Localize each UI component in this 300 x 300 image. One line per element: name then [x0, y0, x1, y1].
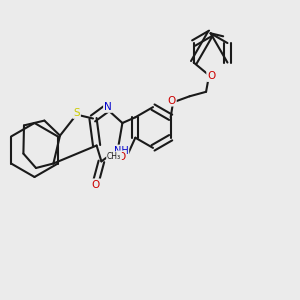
- Text: CH₃: CH₃: [107, 152, 121, 161]
- Text: NH: NH: [113, 146, 128, 156]
- Text: O: O: [117, 152, 125, 162]
- Text: O: O: [167, 95, 176, 106]
- Text: O: O: [207, 71, 216, 81]
- Text: O: O: [92, 179, 100, 190]
- Text: N: N: [104, 102, 112, 112]
- Text: S: S: [73, 108, 80, 118]
